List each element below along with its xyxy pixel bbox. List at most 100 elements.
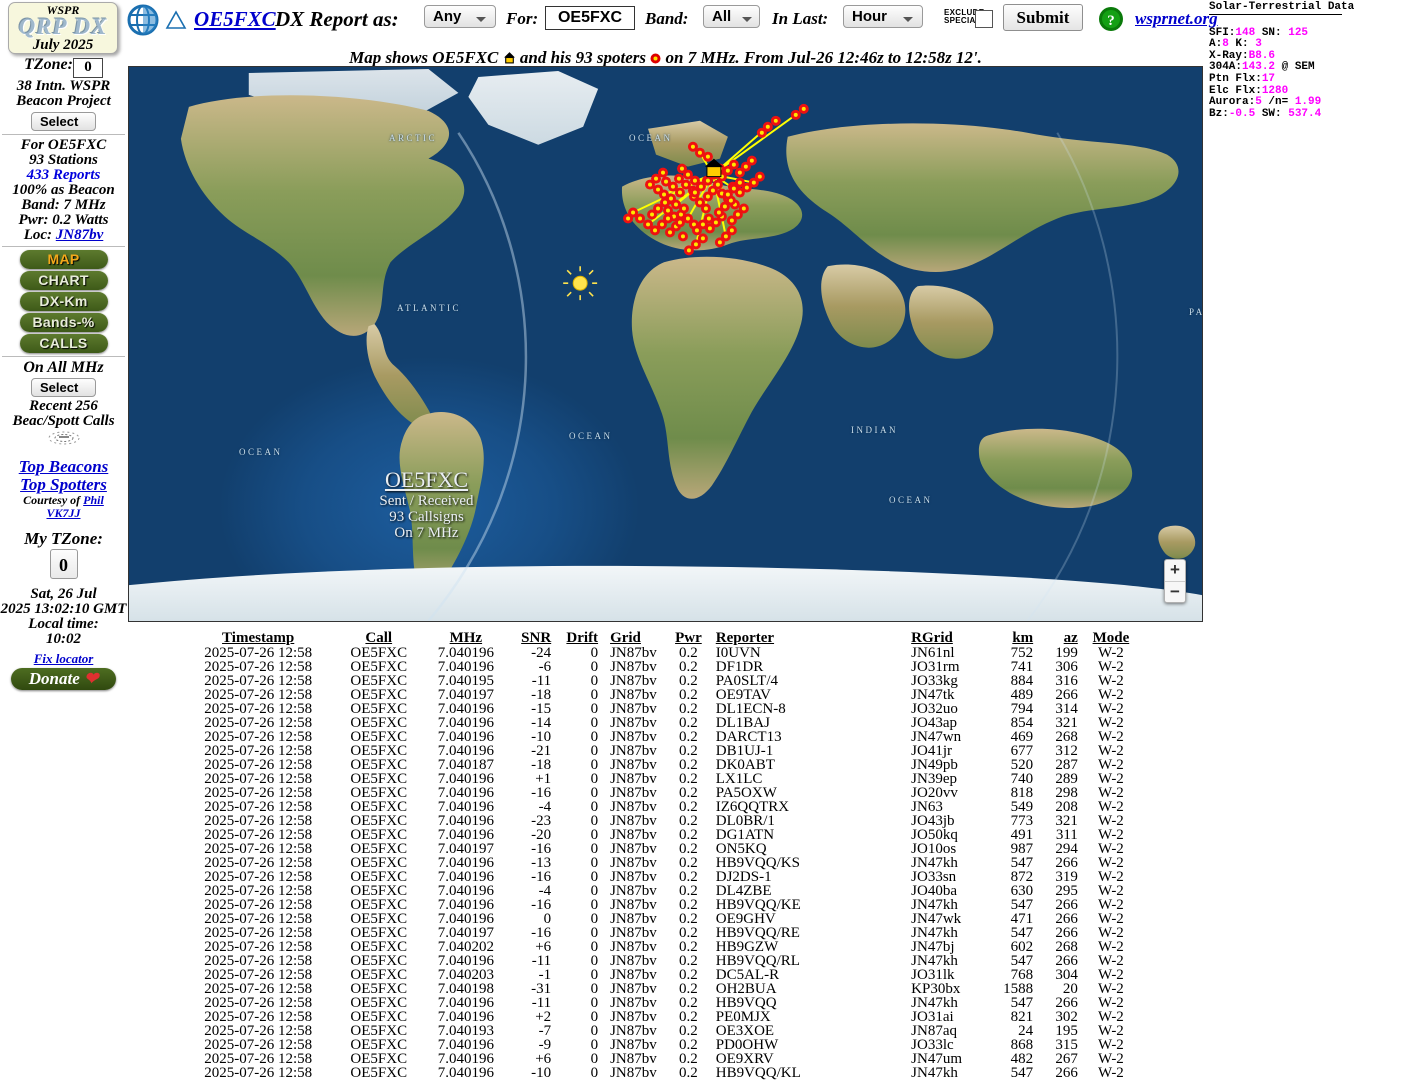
- spot-marker[interactable]: [677, 231, 688, 242]
- spot-marker[interactable]: [790, 109, 801, 120]
- cell-call[interactable]: OE5FXC: [350, 953, 408, 969]
- dxkm-button[interactable]: DX-Km: [19, 291, 108, 311]
- exclude-special-checkbox[interactable]: [975, 10, 993, 28]
- column-header-snr[interactable]: SNR: [521, 630, 552, 646]
- spot-marker[interactable]: [697, 233, 708, 244]
- cell-call[interactable]: OE5FXC: [350, 995, 408, 1011]
- spot-marker[interactable]: [678, 203, 689, 214]
- column-header-pwr[interactable]: Pwr: [675, 630, 702, 646]
- cell-call[interactable]: OE5FXC: [350, 967, 408, 983]
- spot-marker[interactable]: [734, 177, 745, 188]
- spot-marker[interactable]: [658, 167, 668, 178]
- zoom-out-button[interactable]: −: [1165, 581, 1185, 602]
- spot-marker[interactable]: [689, 187, 700, 198]
- world-map[interactable]: ARCTIC OCEAN ATLANTIC OCEAN PACIFIC OCEAN INDI…: [128, 66, 1203, 622]
- cell-call[interactable]: OE5FXC: [350, 813, 408, 829]
- spot-marker[interactable]: [770, 115, 781, 126]
- spot-marker[interactable]: [756, 127, 767, 138]
- donate-button[interactable]: Donate ❤: [11, 667, 116, 690]
- cell-reporter[interactable]: DJ2DS-1: [715, 869, 772, 885]
- spot-marker[interactable]: [653, 184, 664, 195]
- submit-button[interactable]: Submit: [1003, 4, 1083, 31]
- spot-marker[interactable]: [674, 217, 685, 228]
- calls-button[interactable]: CALLS: [19, 333, 108, 353]
- spot-marker[interactable]: [661, 176, 671, 187]
- cell-reporter[interactable]: DL1BAJ: [715, 715, 770, 731]
- column-header-reporter[interactable]: Reporter: [715, 630, 775, 646]
- column-header-timestamp[interactable]: Timestamp: [222, 630, 295, 646]
- spot-marker[interactable]: [683, 245, 694, 256]
- cell-reporter[interactable]: HB9VQQ/KS: [715, 855, 800, 871]
- cell-reporter[interactable]: DB1UJ-1: [715, 743, 774, 759]
- cell-call[interactable]: OE5FXC: [350, 925, 408, 941]
- cell-call[interactable]: OE5FXC: [350, 981, 408, 997]
- spot-marker[interactable]: [798, 103, 809, 114]
- cell-reporter[interactable]: HB9VQQ/RE: [715, 925, 800, 941]
- cell-reporter[interactable]: OE9GHV: [715, 911, 776, 927]
- spot-marker[interactable]: [667, 181, 678, 192]
- spot-marker[interactable]: [702, 151, 713, 162]
- spot-marker[interactable]: [754, 171, 765, 182]
- spot-marker[interactable]: [741, 182, 752, 193]
- tzone-input[interactable]: [72, 57, 103, 78]
- spot-marker[interactable]: [663, 205, 673, 216]
- cell-call[interactable]: OE5FXC: [350, 841, 408, 857]
- cell-call[interactable]: OE5FXC: [350, 827, 408, 843]
- cell-reporter[interactable]: DC5AL-R: [715, 967, 780, 983]
- cell-reporter[interactable]: OH2BUA: [715, 981, 777, 997]
- globe-icon[interactable]: [123, 3, 163, 39]
- cell-call[interactable]: OE5FXC: [350, 715, 408, 731]
- cell-call[interactable]: OE5FXC: [350, 701, 408, 717]
- cell-call[interactable]: OE5FXC: [350, 1023, 408, 1039]
- spot-marker[interactable]: [690, 239, 701, 250]
- band-group-select[interactable]: Select: [31, 111, 96, 131]
- map-zoom-control[interactable]: + −: [1164, 559, 1186, 603]
- zoom-in-button[interactable]: +: [1170, 560, 1180, 579]
- cell-reporter[interactable]: HB9GZW: [715, 939, 779, 955]
- cell-reporter[interactable]: DF1DR: [715, 659, 764, 675]
- cell-call[interactable]: OE5FXC: [350, 883, 408, 899]
- cell-call[interactable]: OE5FXC: [350, 897, 408, 913]
- cell-reporter[interactable]: HB9VQQ/KE: [715, 897, 801, 913]
- cell-call[interactable]: OE5FXC: [350, 1065, 408, 1081]
- for-input[interactable]: [545, 6, 635, 30]
- cell-call[interactable]: OE5FXC: [350, 785, 408, 801]
- courtesy-name[interactable]: Phil: [83, 492, 104, 507]
- cell-call[interactable]: OE5FXC: [350, 645, 408, 661]
- spot-marker[interactable]: [647, 209, 658, 220]
- report-count[interactable]: 433 Reports: [26, 166, 101, 183]
- spot-marker[interactable]: [665, 227, 675, 238]
- cell-call[interactable]: OE5FXC: [350, 1009, 408, 1025]
- bands-pct-button[interactable]: Bands-%: [19, 312, 108, 332]
- cell-call[interactable]: OE5FXC: [350, 799, 408, 815]
- cell-call[interactable]: OE5FXC: [350, 939, 408, 955]
- spot-marker[interactable]: [722, 189, 733, 200]
- spot-marker[interactable]: [650, 225, 661, 236]
- cell-call[interactable]: OE5FXC: [350, 687, 408, 703]
- cell-call[interactable]: OE5FXC: [350, 855, 408, 871]
- spot-marker[interactable]: [674, 187, 685, 198]
- cell-call[interactable]: OE5FXC: [350, 743, 408, 759]
- cell-call[interactable]: OE5FXC: [350, 673, 408, 689]
- spot-marker[interactable]: [645, 179, 656, 190]
- cell-call[interactable]: OE5FXC: [350, 757, 408, 773]
- chart-button[interactable]: CHART: [19, 270, 108, 290]
- cell-call[interactable]: OE5FXC: [350, 729, 408, 745]
- fix-locator-link[interactable]: Fix locator: [33, 650, 94, 666]
- cell-call[interactable]: OE5FXC: [350, 659, 408, 675]
- cell-reporter[interactable]: DARCT13: [715, 729, 782, 745]
- spot-marker[interactable]: [687, 141, 698, 152]
- spot-marker[interactable]: [680, 179, 691, 190]
- spot-marker[interactable]: [746, 155, 757, 166]
- spot-marker[interactable]: [635, 213, 646, 224]
- spot-marker[interactable]: [660, 197, 670, 208]
- spot-marker[interactable]: [712, 179, 723, 190]
- cell-reporter[interactable]: ON5KQ: [715, 841, 767, 857]
- spot-marker[interactable]: [728, 159, 739, 170]
- spot-marker[interactable]: [714, 237, 725, 248]
- map-button[interactable]: MAP: [19, 249, 108, 269]
- cell-call[interactable]: OE5FXC: [350, 911, 408, 927]
- column-header-mode[interactable]: Mode: [1092, 630, 1130, 646]
- locator-value[interactable]: JN87bv: [55, 226, 104, 243]
- spot-marker[interactable]: [703, 213, 714, 224]
